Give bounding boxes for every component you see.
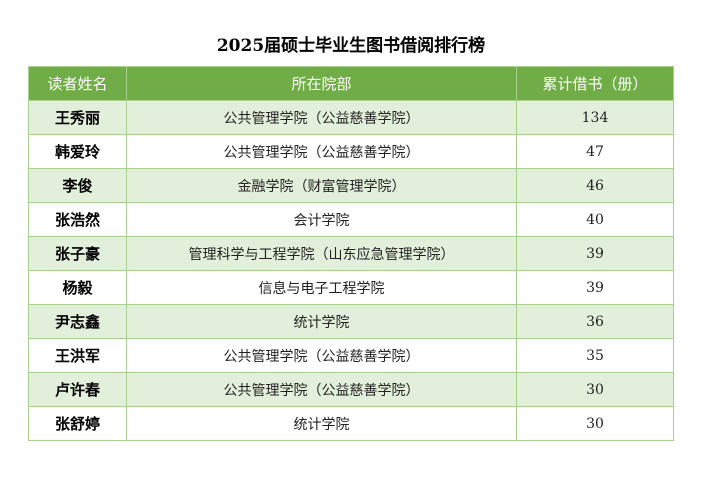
reader-name-cell: 卢许春 [28, 372, 127, 407]
column-header-count: 累计借书（册） [516, 66, 674, 101]
table-header-row: 读者姓名 所在院部 累计借书（册） [28, 66, 674, 101]
department-cell: 公共管理学院（公益慈善学院） [126, 134, 517, 169]
borrow-count-cell: 39 [516, 236, 674, 271]
table-row: 张子豪 管理科学与工程学院（山东应急管理学院） 39 [28, 236, 674, 271]
borrow-count-cell: 46 [516, 168, 674, 203]
reader-name-cell: 韩爱玲 [28, 134, 127, 169]
department-cell: 信息与电子工程学院 [126, 270, 517, 305]
page-title: 2025届硕士毕业生图书借阅排行榜 [216, 36, 486, 56]
department-cell: 公共管理学院（公益慈善学院） [126, 372, 517, 407]
table-row: 张舒婷 统计学院 30 [28, 406, 674, 441]
reader-name-cell: 张舒婷 [28, 406, 127, 441]
borrow-count-cell: 30 [516, 406, 674, 441]
department-cell: 统计学院 [126, 406, 517, 441]
borrow-count-cell: 36 [516, 304, 674, 339]
reader-name-cell: 张浩然 [28, 202, 127, 237]
table-row: 李俊 金融学院（财富管理学院） 46 [28, 168, 674, 203]
reader-name-cell: 张子豪 [28, 236, 127, 271]
borrow-count-cell: 40 [516, 202, 674, 237]
reader-name-cell: 王洪军 [28, 338, 127, 373]
borrow-count-cell: 47 [516, 134, 674, 169]
department-cell: 统计学院 [126, 304, 517, 339]
borrow-count-cell: 134 [516, 100, 674, 135]
column-header-department: 所在院部 [126, 66, 517, 101]
department-cell: 公共管理学院（公益慈善学院） [126, 338, 517, 373]
reader-name-cell: 王秀丽 [28, 100, 127, 135]
table-row: 王洪军 公共管理学院（公益慈善学院） 35 [28, 338, 674, 373]
department-cell: 管理科学与工程学院（山东应急管理学院） [126, 236, 517, 271]
borrow-count-cell: 30 [516, 372, 674, 407]
table-row: 张浩然 会计学院 40 [28, 202, 674, 237]
table-row: 王秀丽 公共管理学院（公益慈善学院） 134 [28, 100, 674, 135]
ranking-table: 读者姓名 所在院部 累计借书（册） 王秀丽 公共管理学院（公益慈善学院） 134… [28, 66, 674, 441]
reader-name-cell: 杨毅 [28, 270, 127, 305]
table-row: 尹志鑫 统计学院 36 [28, 304, 674, 339]
table-row: 卢许春 公共管理学院（公益慈善学院） 30 [28, 372, 674, 407]
table-row: 杨毅 信息与电子工程学院 39 [28, 270, 674, 305]
reader-name-cell: 尹志鑫 [28, 304, 127, 339]
borrow-count-cell: 35 [516, 338, 674, 373]
borrow-count-cell: 39 [516, 270, 674, 305]
reader-name-cell: 李俊 [28, 168, 127, 203]
column-header-name: 读者姓名 [28, 66, 127, 101]
department-cell: 公共管理学院（公益慈善学院） [126, 100, 517, 135]
department-cell: 会计学院 [126, 202, 517, 237]
department-cell: 金融学院（财富管理学院） [126, 168, 517, 203]
table-row: 韩爱玲 公共管理学院（公益慈善学院） 47 [28, 134, 674, 169]
